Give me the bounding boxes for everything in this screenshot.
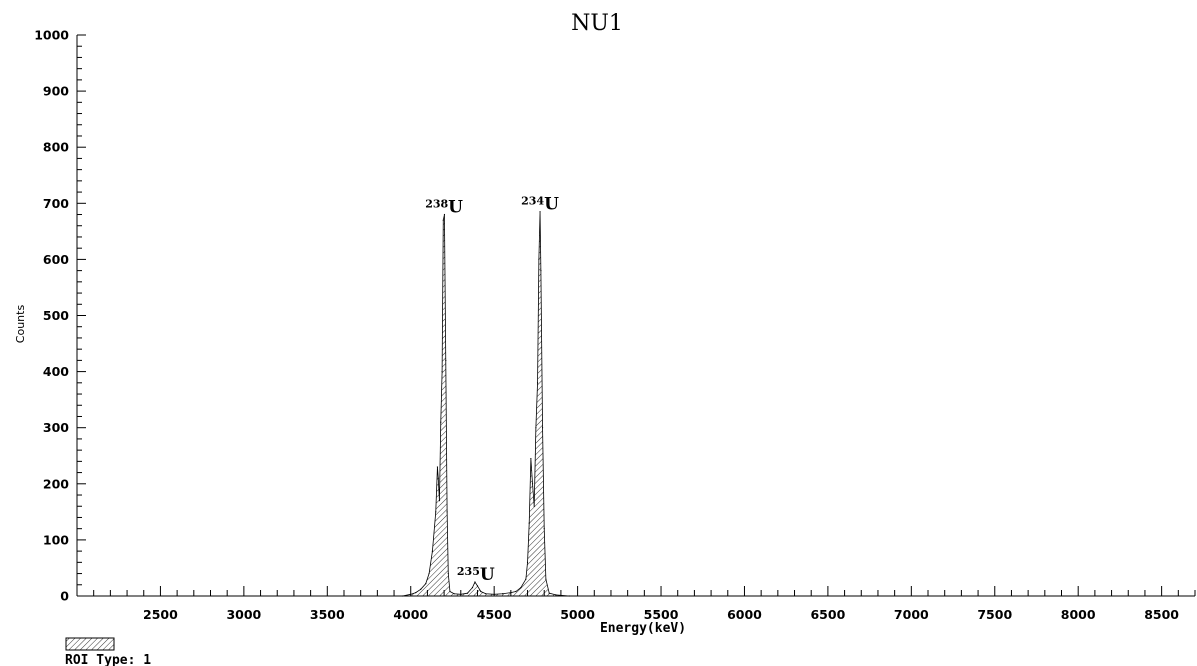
x-tick-label: 2500 [143, 607, 178, 622]
spectrum-point [533, 505, 535, 507]
spectrum-point [515, 590, 517, 593]
isotope-label-235: 235U [457, 565, 495, 585]
x-tick-label: 4500 [477, 607, 512, 622]
spectrum-point [453, 593, 455, 595]
spectrum-point [545, 578, 547, 580]
spectrum-point [446, 511, 448, 513]
y-tick-label: 1000 [34, 28, 69, 43]
spectrum-point [520, 586, 522, 589]
spectrum-point [445, 359, 447, 361]
spectrum-point [539, 211, 541, 213]
spectrum-point [436, 466, 439, 468]
spectrum-point [415, 592, 417, 594]
spectrum-point [530, 457, 532, 460]
spectrum-point [480, 590, 482, 593]
x-tick-label: 4000 [393, 607, 428, 622]
spectrum-point [536, 382, 539, 384]
y-tick-label: 400 [43, 364, 69, 379]
spectrum-point [485, 593, 487, 595]
spectrum-point [435, 511, 437, 513]
spectrum-point [526, 561, 529, 563]
y-tick-label: 0 [60, 589, 69, 604]
roi-legend-swatch [65, 637, 115, 651]
spectrum-point [501, 593, 504, 595]
y-tick-label: 500 [43, 308, 69, 323]
spectrum-point [420, 588, 422, 590]
x-tick-label: 8500 [1144, 607, 1179, 622]
x-tick-label: 3000 [226, 607, 261, 622]
spectrum-point [555, 594, 557, 596]
roi-legend-label: ROI Type: 1 [65, 653, 151, 666]
roi-legend: ROI Type: 1 [65, 637, 151, 666]
x-tick-label: 6500 [810, 607, 845, 622]
spectrum-point [438, 500, 441, 502]
spectrum-point [447, 572, 449, 575]
spectrum-point [538, 258, 540, 260]
x-tick-label: 3500 [310, 607, 345, 622]
x-tick-label: 5500 [644, 607, 679, 622]
spectrum-point [540, 270, 542, 272]
spectrum-point [443, 213, 446, 216]
spectrum-point [528, 522, 530, 524]
y-tick-label: 700 [43, 196, 69, 211]
spectrum-series-0 [402, 211, 570, 597]
spectrum-point [441, 371, 443, 373]
isotope-label-238: 238U [425, 198, 463, 218]
spectrum-point [535, 427, 537, 429]
y-tick-label: 200 [43, 476, 69, 491]
x-tick-label: 6000 [727, 607, 762, 622]
x-tick-label: 5000 [560, 607, 595, 622]
y-tick-label: 300 [43, 420, 69, 435]
chart-title: NU1 [571, 11, 623, 36]
x-tick-label: 7000 [894, 607, 929, 622]
spectrum-point [541, 427, 544, 429]
y-axis-label: Counts [14, 305, 27, 344]
x-tick-label: 8000 [1061, 607, 1096, 622]
y-tick-label: 800 [43, 140, 69, 155]
spectrum-point [440, 421, 442, 423]
spectrum-point [425, 583, 427, 585]
spectrum-point [428, 572, 430, 575]
y-tick-label: 900 [43, 84, 69, 99]
spectrum-point [442, 219, 444, 221]
spectrum-point [531, 483, 534, 485]
x-tick-label: 7500 [977, 607, 1012, 622]
x-axis-label: Energy(keV) [600, 621, 686, 636]
spectrum-point [437, 477, 439, 479]
spectrum-point [431, 550, 434, 552]
spectrum-point [525, 578, 527, 580]
spectrum-point [466, 592, 469, 594]
y-tick-label: 100 [43, 532, 69, 547]
isotope-label-234: 234U [521, 195, 559, 215]
y-tick-label: 600 [43, 252, 69, 267]
plot-area: 0 100 200 300 400 500 600 700 800 900 1000 2500 3000… [34, 28, 1196, 622]
spectrum-point [474, 581, 476, 583]
spectrum-point [449, 590, 451, 593]
spectrum-point [471, 586, 474, 589]
spectrum-point [476, 585, 479, 587]
spectrum-point [543, 528, 545, 530]
spectrum-point [548, 592, 550, 594]
